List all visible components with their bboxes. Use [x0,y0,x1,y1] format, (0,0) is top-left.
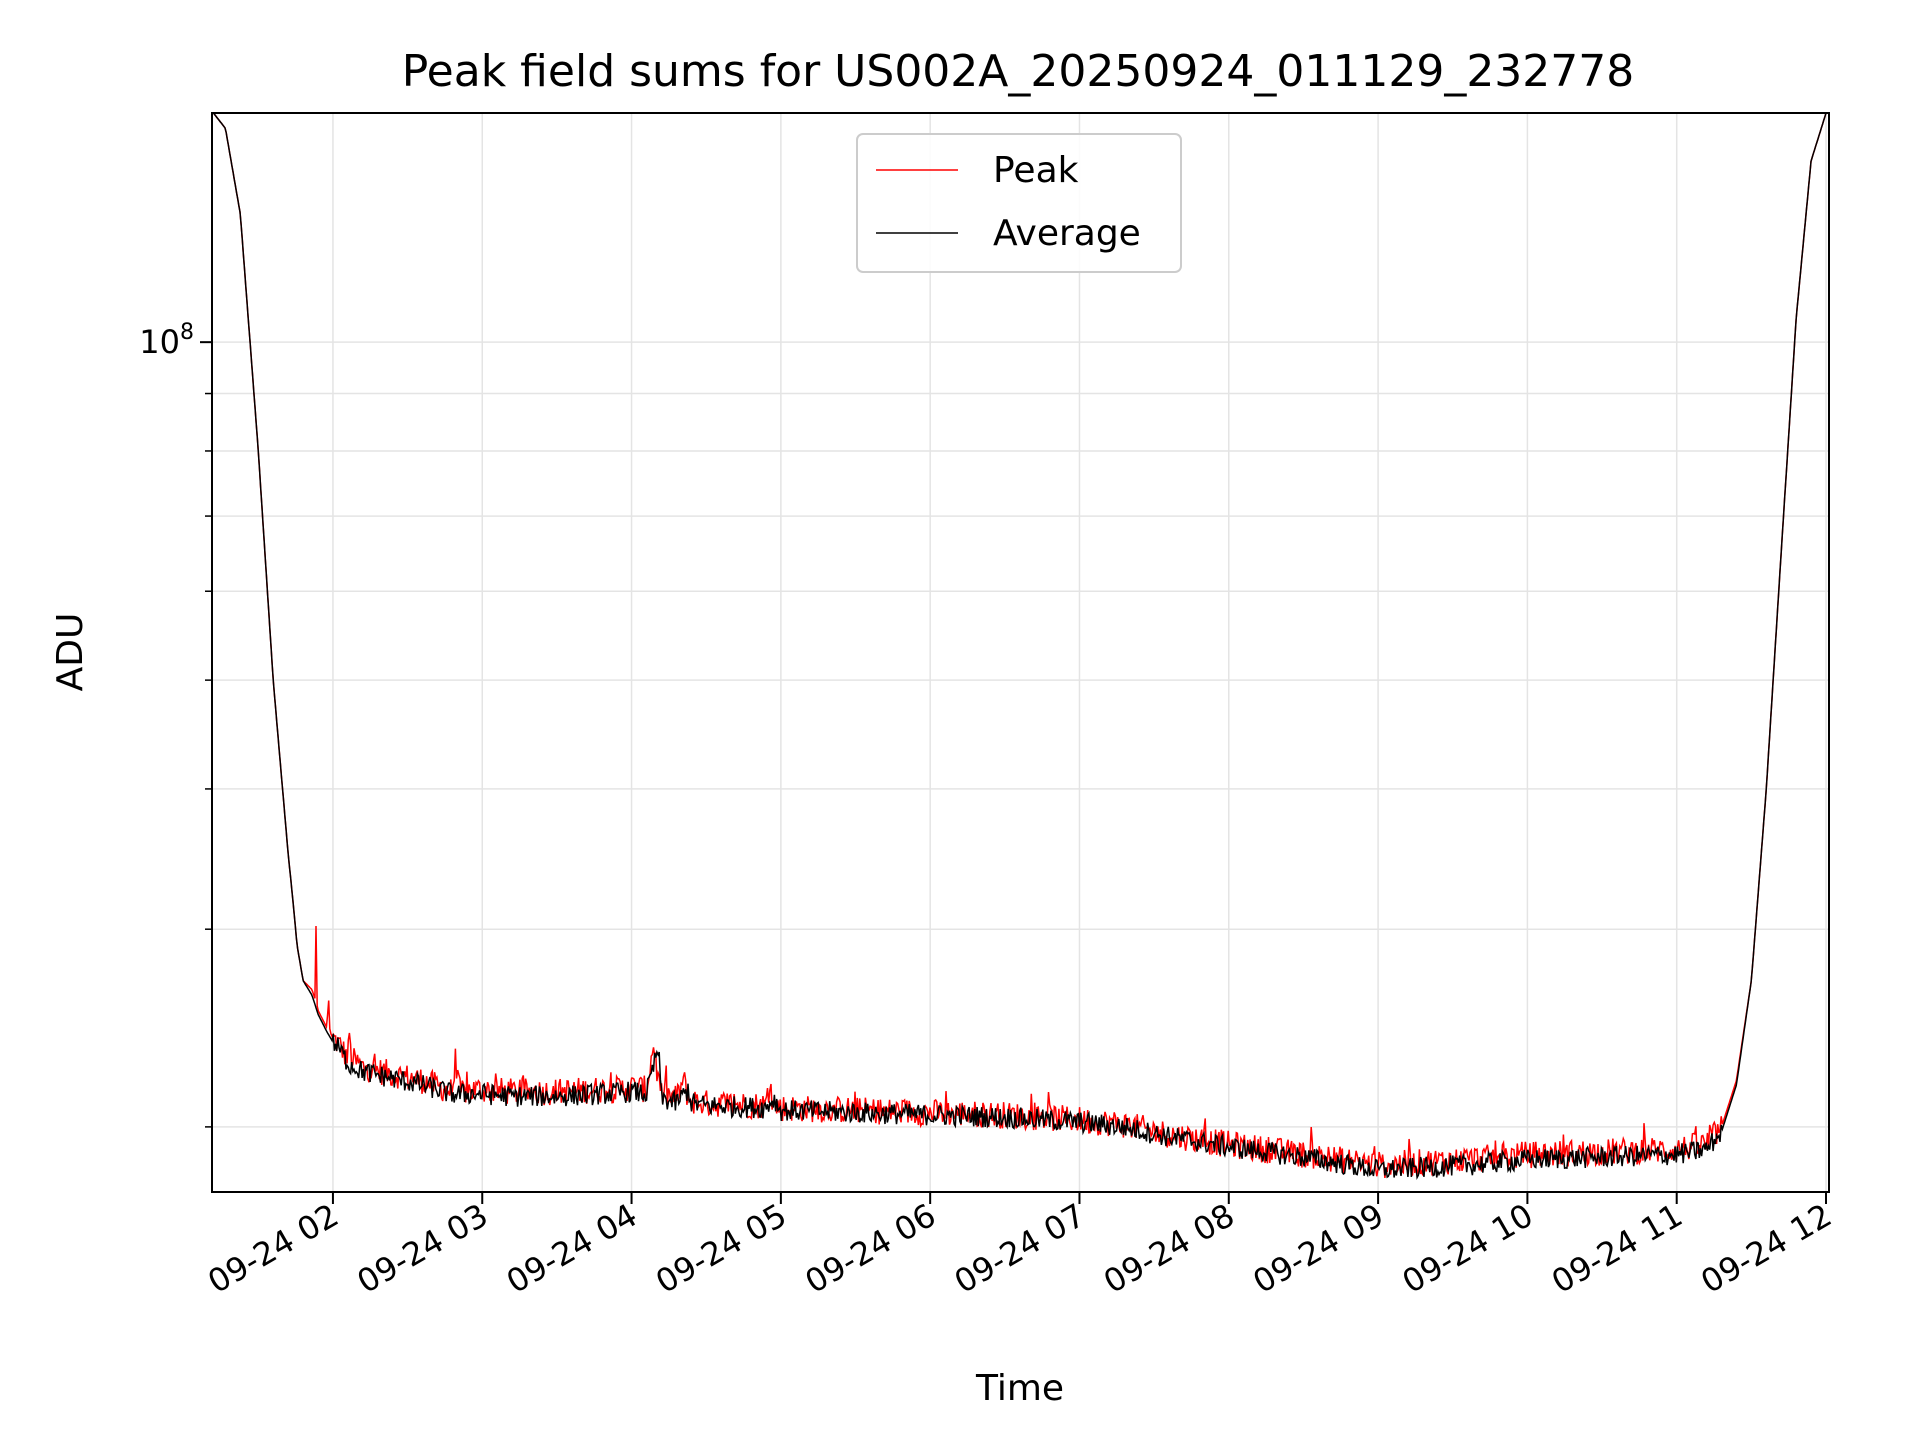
plot-frame [211,112,1830,1193]
legend-box [856,133,1182,273]
y-axis-label: ADU [50,613,91,692]
legend-label-peak: Peak [993,150,1079,191]
x-axis-label: Time [975,1368,1064,1409]
plot-series [212,113,1827,1180]
legend-label-average: Average [993,213,1141,254]
y-axis-ticks: 108 [139,320,212,1128]
legend: Peak Average [856,133,1182,273]
chart-title: Peak field sums for US002A_20250924_0111… [402,46,1635,97]
grid [212,113,1829,1192]
series-line-average [212,113,1827,1180]
y-tick-label: 108 [139,320,194,361]
